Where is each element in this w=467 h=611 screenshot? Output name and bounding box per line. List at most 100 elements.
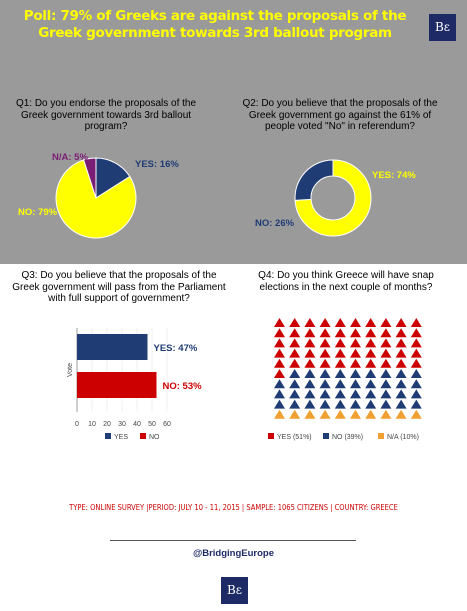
q4-triangle-70 bbox=[274, 389, 285, 399]
q2-slice-1 bbox=[294, 159, 334, 201]
q4-triangle-18 bbox=[395, 328, 407, 338]
q4-triangle-31 bbox=[289, 348, 301, 358]
q4-triangle-68 bbox=[395, 379, 407, 389]
q4-pictograph: YES (51%) NO (39%) N/A (10%) bbox=[268, 318, 422, 441]
q4-triangle-59 bbox=[410, 369, 422, 378]
q4-triangle-12 bbox=[304, 328, 316, 338]
q4-triangle-28 bbox=[395, 338, 407, 348]
q4-triangle-56 bbox=[365, 369, 377, 378]
q4-triangle-62 bbox=[304, 379, 316, 389]
poll-title: Poll: 79% of Greeks are against the prop… bbox=[23, 8, 407, 41]
q4-triangle-82 bbox=[304, 399, 316, 409]
q3-ylabel: Vote bbox=[67, 363, 74, 377]
q3-bar-1 bbox=[77, 372, 157, 398]
q4-triangle-40 bbox=[274, 358, 285, 368]
q4-triangle-0 bbox=[274, 318, 285, 327]
q1-label-0: YES: 16% bbox=[135, 159, 179, 170]
q1-slice-1 bbox=[55, 159, 137, 239]
q3-tick-0: 0 bbox=[75, 421, 79, 428]
q4-triangle-36 bbox=[365, 348, 377, 358]
q4-legend-swatch-1 bbox=[323, 433, 329, 439]
q3-bar-chart: 0 10 20 30 40 50 60 Vote YES: 47% NO: 53% YES NO bbox=[67, 328, 203, 441]
q4-triangle-84 bbox=[334, 399, 346, 409]
q4-triangle-55 bbox=[350, 369, 361, 378]
q4-triangle-73 bbox=[319, 389, 331, 399]
q4-triangle-77 bbox=[380, 389, 392, 399]
q4-triangle-39 bbox=[410, 348, 422, 358]
q3-legend-label-1: NO bbox=[149, 434, 160, 441]
q3-legend-swatch-1 bbox=[140, 433, 146, 439]
q4-triangle-67 bbox=[380, 379, 392, 389]
q4-triangle-34 bbox=[334, 348, 346, 358]
q3-legend-swatch-0 bbox=[105, 433, 111, 439]
q4-triangle-89 bbox=[410, 399, 422, 409]
q1-label-2: N/A: 5% bbox=[52, 152, 88, 163]
divider bbox=[110, 540, 356, 541]
q4-triangle-78 bbox=[395, 389, 407, 399]
q3-tick-1: 10 bbox=[88, 421, 96, 428]
q3-bar-0 bbox=[77, 334, 148, 360]
q4-triangle-19 bbox=[410, 328, 422, 338]
q4-triangle-90 bbox=[274, 409, 285, 419]
q4-triangle-74 bbox=[334, 389, 346, 399]
q3-tick-2: 20 bbox=[103, 421, 111, 428]
q4-legend-label-2: N/A (10%) bbox=[387, 434, 419, 441]
twitter-handle[interactable]: @BridgingEurope bbox=[192, 548, 275, 559]
q4-triangle-29 bbox=[410, 338, 422, 348]
q4-triangle-48 bbox=[395, 358, 407, 368]
q4-triangle-11 bbox=[289, 328, 301, 338]
q4-triangle-91 bbox=[289, 409, 301, 419]
q4-triangle-93 bbox=[319, 409, 331, 419]
q4-triangle-57 bbox=[380, 369, 392, 378]
q4-triangle-99 bbox=[410, 409, 422, 419]
q3-question: Q3: Do you believe that the proposals of… bbox=[12, 270, 226, 304]
q4-triangle-7 bbox=[380, 318, 392, 327]
q3-tick-3: 30 bbox=[118, 421, 126, 428]
q4-triangle-20 bbox=[274, 338, 285, 348]
q4-triangle-9 bbox=[410, 318, 422, 327]
q4-triangle-23 bbox=[319, 338, 331, 348]
q4-triangle-60 bbox=[274, 379, 285, 389]
logo-bottom: Bε bbox=[221, 577, 248, 604]
q4-triangle-94 bbox=[334, 409, 346, 419]
q3-legend-label-0: YES bbox=[114, 434, 128, 441]
q4-triangle-16 bbox=[365, 328, 377, 338]
q4-triangle-14 bbox=[334, 328, 346, 338]
q4-legend-label-1: NO (39%) bbox=[332, 434, 363, 441]
q4-triangle-5 bbox=[350, 318, 361, 327]
q4-triangle-44 bbox=[334, 358, 346, 368]
q3-bar-label-0: YES: 47% bbox=[154, 343, 198, 354]
q4-triangle-96 bbox=[365, 409, 377, 419]
q4-triangle-75 bbox=[350, 389, 361, 399]
q2-donut-chart: YES: 74% NO: 26% bbox=[255, 159, 416, 237]
q4-triangle-17 bbox=[380, 328, 392, 338]
q4-legend-swatch-2 bbox=[378, 433, 384, 439]
q4-triangle-97 bbox=[380, 409, 392, 419]
q4-triangle-45 bbox=[350, 358, 361, 368]
q4-triangle-72 bbox=[304, 389, 316, 399]
q4-triangle-98 bbox=[395, 409, 407, 419]
q4-triangle-33 bbox=[319, 348, 331, 358]
q4-triangle-10 bbox=[274, 328, 285, 338]
q4-triangle-15 bbox=[350, 328, 361, 338]
q1-slice-2 bbox=[83, 157, 97, 199]
q4-triangle-85 bbox=[350, 399, 361, 409]
q4-triangle-41 bbox=[289, 358, 301, 368]
q4-triangle-27 bbox=[380, 338, 392, 348]
q4-triangle-47 bbox=[380, 358, 392, 368]
q4-triangle-24 bbox=[334, 338, 346, 348]
q4-triangle-64 bbox=[334, 379, 346, 389]
q4-triangle-81 bbox=[289, 399, 301, 409]
q4-triangle-53 bbox=[319, 369, 331, 378]
q4-triangle-71 bbox=[289, 389, 301, 399]
q4-triangle-1 bbox=[289, 318, 301, 327]
q3-bar-label-1: NO: 53% bbox=[163, 381, 203, 392]
q2-label-0: YES: 74% bbox=[372, 170, 416, 181]
q4-triangle-32 bbox=[304, 348, 316, 358]
q4-triangle-65 bbox=[350, 379, 361, 389]
q4-triangle-83 bbox=[319, 399, 331, 409]
q3-tick-4: 40 bbox=[133, 421, 141, 428]
q4-triangle-52 bbox=[304, 369, 316, 378]
q4-triangle-54 bbox=[334, 369, 346, 378]
q4-triangle-8 bbox=[395, 318, 407, 327]
